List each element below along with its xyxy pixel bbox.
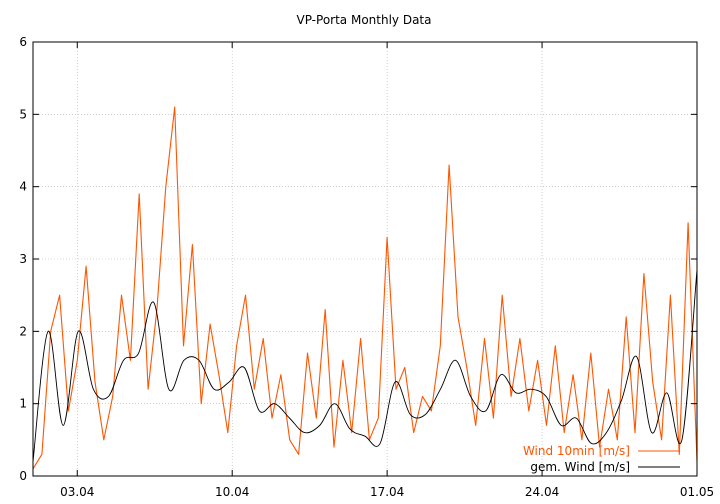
x-tick-label: 24.04: [525, 485, 559, 499]
y-tick-label: 5: [19, 107, 27, 121]
y-tick-label: 6: [19, 35, 27, 49]
series-layer: [32, 106, 698, 470]
y-tick-label: 0: [19, 469, 27, 483]
legend: Wind 10min [m/s] gem. Wind [m/s]: [523, 444, 680, 474]
axes: 0 1 2 3 4 5 6 03.04 10.04 17.04 24.04 01.05: [19, 35, 714, 499]
y-tick-label: 2: [19, 324, 27, 338]
series-line-2: [32, 269, 698, 462]
y-tick-label: 1: [19, 397, 27, 411]
legend-label: gem. Wind [m/s]: [530, 460, 630, 474]
y-tick-label: 3: [19, 252, 27, 266]
legend-label: Wind 10min [m/s]: [523, 444, 630, 458]
x-tick-label: 17.04: [370, 485, 404, 499]
series-line-1: [32, 106, 698, 470]
x-tick-label: 01.05: [680, 485, 714, 499]
x-tick-label: 10.04: [215, 485, 249, 499]
grid: [33, 42, 697, 476]
x-tick-label: 03.04: [60, 485, 94, 499]
y-tick-label: 4: [19, 180, 27, 194]
chart-title: VP-Porta Monthly Data: [297, 13, 432, 27]
